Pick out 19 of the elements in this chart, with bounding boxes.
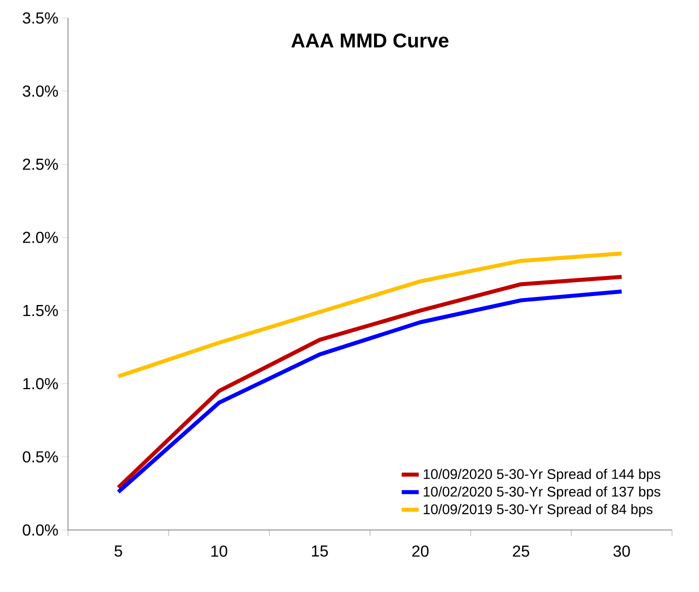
x-tick-label: 20	[412, 546, 429, 557]
x-tick-label: 25	[512, 546, 530, 557]
y-tick-label: 3.5%	[22, 12, 58, 24]
y-tick-label: 0.5%	[22, 451, 58, 462]
x-tick-label: 30	[613, 546, 630, 557]
text: AAA MMD Curve	[291, 33, 448, 48]
legend-label: 10/09/2020 5-30-Yr Spread of 144 bps	[424, 468, 660, 482]
x-tick-label: 5	[114, 546, 122, 557]
y-tick-label: 2.0%	[22, 232, 58, 244]
line-series	[116, 252, 624, 378]
y-tick-label: 1.0%	[23, 378, 58, 390]
legend-label: 10/02/2020 5-30-Yr Spread of 137 bps	[424, 486, 660, 500]
x-tick-label: 10	[211, 546, 228, 557]
y-tick-label: 3.0%	[22, 85, 58, 97]
legend-label: 10/09/2019 5-30-Yr Spread of 84 bps	[424, 504, 652, 517]
x-tick-label: 15	[312, 546, 328, 557]
y-tick-label: 0.0%	[22, 524, 58, 536]
y-tick-label: 2.5%	[22, 158, 58, 170]
y-tick-label: 1.5%	[23, 304, 58, 316]
